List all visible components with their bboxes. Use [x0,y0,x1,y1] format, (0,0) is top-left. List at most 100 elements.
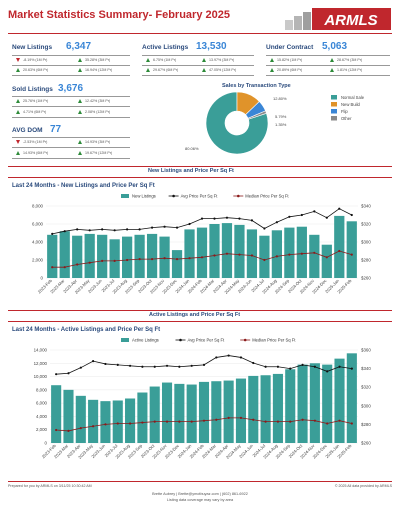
divider [12,96,130,97]
data-point [163,257,166,260]
data-point [313,210,316,213]
data-point [79,366,82,369]
data-point [313,365,316,368]
legend-swatch [121,338,129,342]
legend-label: Median Price Per Sq Ft [245,194,289,199]
change-3m: 35.28% (3M Pr) [78,58,110,62]
y-tick-label-right: $260 [361,276,371,281]
bar [47,234,58,278]
pie-slice-label: 5.79% [275,114,287,119]
divider [266,55,390,56]
bar [248,375,259,443]
data-point [104,362,107,366]
up-arrow-icon [78,140,82,144]
data-point [250,254,254,257]
x-tick-label: 2023-Jun [87,278,103,294]
data-point [88,229,91,232]
data-point [227,354,230,357]
transaction-type-pie-chart: 80.06% 12.80% 5.79% 1.35% Normal Sale New Bui… [185,91,365,155]
data-point [190,364,193,367]
change-1m: 15.82% (1M Pr) [270,58,302,62]
up-arrow-icon [202,68,206,72]
legend-label: New Build [341,102,361,107]
pie-slice-label: 1.35% [275,122,287,127]
data-point [55,428,58,432]
bar [51,385,62,443]
data-point [113,259,116,262]
x-tick-label: 2024-Jun [237,278,253,294]
data-point [338,365,341,368]
data-point [128,422,132,425]
stat-value: 3,676 [58,83,84,94]
bar [196,227,208,278]
x-tick-label: 2024-Jun [238,443,254,459]
data-point [67,372,70,375]
bar [334,358,345,443]
bar [209,224,220,278]
y-tick-label-right: $360 [361,348,371,353]
y-tick-label-left: 14,000 [34,348,48,353]
up-arrow-icon [202,58,206,62]
data-point [178,365,181,368]
data-point [275,221,278,224]
data-point [63,266,66,269]
new-listings-chart: New Listings Avg Price Per Sq Ft Median Pr… [32,194,371,295]
legend-swatch [331,95,337,100]
down-arrow-icon [16,140,20,144]
x-tick-label: 2025-Feb [336,443,353,460]
data-point [188,222,191,226]
data-point [264,365,267,368]
data-point [101,259,104,262]
section-divider [8,166,392,167]
data-point [338,419,341,422]
data-point [126,258,129,262]
data-point [252,418,255,421]
change-6m: 20.89% (6M Pr) [270,68,302,72]
divider [12,75,130,76]
divider [266,75,390,76]
data-point [150,258,154,261]
change-3m: 13.97% (3M Pr) [202,58,234,62]
agent-contact: Brette Aubrey | Brette@ymotbuyaz.com | (… [152,492,248,496]
data-point [55,373,58,376]
change-3m: 14.93% (3M Pr) [78,140,110,144]
data-point [79,427,82,430]
copyright: © 2025 All data provided by ARMLS [334,484,392,488]
up-arrow-icon [78,110,82,114]
data-point [325,216,328,219]
bar [346,221,357,278]
stat-label: Sold Listings [12,86,53,93]
divider [12,147,130,148]
section-title-active: Active Listings and Price Per Sq Ft [149,312,241,318]
data-point [175,226,179,229]
up-arrow-icon [78,99,82,103]
page-title: Market Statistics Summary- February 2025 [8,9,230,21]
bar [334,215,345,278]
legend-marker [243,338,247,342]
data-point [276,365,280,368]
coverage-disclaimer: Listing data coverage may vary by area [166,498,234,502]
up-arrow-icon [146,68,150,72]
header-rule [8,33,392,34]
up-arrow-icon [330,58,334,62]
data-point [150,226,154,229]
data-point [76,263,79,266]
data-point [225,252,229,255]
data-point [126,228,129,231]
change-1m: 6.75% (1M Pr) [146,58,176,62]
data-point [76,228,79,231]
stat-label: Under Contract [266,44,314,51]
bar [198,381,210,443]
data-point [92,425,95,428]
up-arrow-icon [78,68,82,72]
data-point [301,363,304,366]
bar [321,244,332,278]
data-point [113,229,116,232]
legend-label: Normal Sale [341,95,365,100]
data-point [200,256,204,259]
y-tick-label-left: 2,000 [32,258,44,263]
data-point [200,217,204,220]
bar [146,233,158,278]
stat-label: AVG DOM [12,127,43,134]
legend-label: Flip [341,109,348,114]
